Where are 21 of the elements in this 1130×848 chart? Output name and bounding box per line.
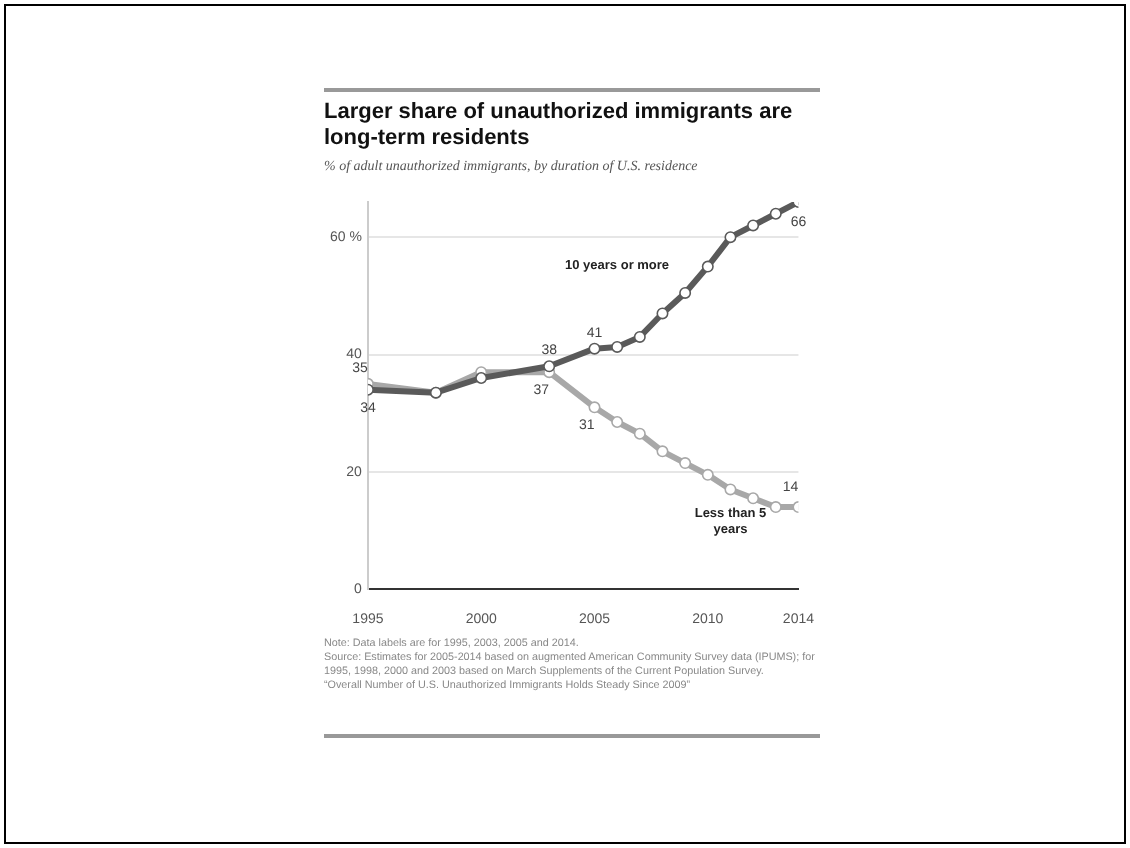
point — [588, 342, 601, 355]
point — [611, 340, 624, 353]
point — [611, 416, 624, 428]
point — [724, 483, 737, 496]
point — [475, 372, 488, 384]
point — [769, 501, 782, 514]
point — [633, 427, 646, 440]
point — [679, 286, 692, 299]
point — [656, 307, 669, 320]
point — [724, 231, 737, 244]
point — [769, 207, 782, 220]
point — [701, 468, 714, 481]
point — [543, 360, 556, 373]
point — [747, 219, 760, 232]
point — [656, 445, 669, 458]
point — [747, 492, 760, 505]
point — [701, 260, 714, 273]
point — [679, 457, 692, 470]
point — [588, 401, 601, 414]
chart-title: Larger share of unauthorized immigrants are long-term residents — [324, 100, 795, 152]
point — [633, 330, 646, 343]
